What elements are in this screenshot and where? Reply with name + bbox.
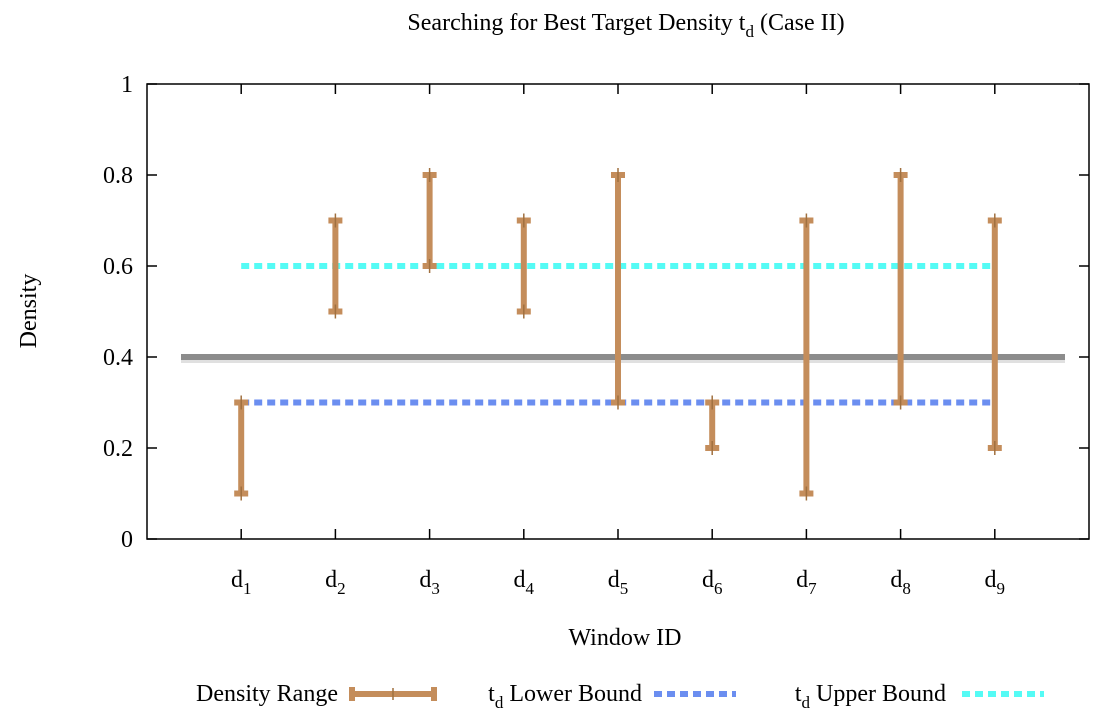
density-range-bar — [705, 395, 720, 455]
x-tick-label: d1 — [231, 567, 252, 598]
density-range-bar — [422, 168, 437, 273]
density-range-bar — [987, 213, 1002, 455]
y-tick-label: 0.8 — [103, 163, 133, 189]
density-range-bar — [328, 213, 343, 319]
y-axis-ticks: 0 0.2 0.4 0.6 0.8 1 — [103, 72, 1089, 553]
density-range-bar — [893, 168, 908, 410]
y-axis-label: Density — [16, 274, 42, 349]
y-tick-label: 0 — [121, 527, 133, 553]
y-tick-label: 0.2 — [103, 436, 133, 462]
bound-lines — [181, 263, 1065, 406]
x-tick-label: d5 — [608, 567, 629, 598]
x-axis-label: Window ID — [568, 625, 681, 651]
legend: Density Range td Lower Bound td Upper Bo… — [196, 681, 1044, 710]
y-tick-label: 1 — [121, 72, 133, 98]
legend-label-upper-bound: td Upper Bound — [795, 681, 946, 710]
x-tick-label: d4 — [514, 567, 535, 598]
x-tick-label: d7 — [796, 567, 817, 598]
density-range-bar — [611, 168, 625, 410]
x-tick-label: d8 — [890, 567, 911, 598]
legend-label-lower-bound: td Lower Bound — [488, 681, 642, 710]
legend-label-density-range: Density Range — [196, 681, 338, 707]
x-axis-ticks: d1 d2 d3 d4 d5 d6 d7 d8 d9 — [231, 84, 1005, 598]
x-tick-label: d2 — [325, 567, 346, 598]
density-range-bar — [516, 213, 531, 319]
y-tick-label: 0.4 — [103, 345, 133, 371]
x-tick-label: d6 — [702, 567, 723, 598]
x-tick-label: d9 — [985, 567, 1006, 598]
chart-title: Searching for Best Target Density td (Ca… — [407, 10, 844, 41]
legend-sample-density-range — [349, 687, 437, 701]
y-tick-label: 0.6 — [103, 254, 133, 280]
density-range-bars — [234, 168, 1002, 501]
density-range-bar — [234, 395, 249, 501]
density-range-bar — [799, 213, 814, 501]
x-tick-label: d3 — [419, 567, 440, 598]
